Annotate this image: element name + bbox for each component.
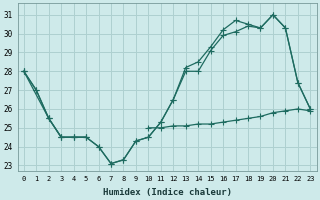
X-axis label: Humidex (Indice chaleur): Humidex (Indice chaleur) <box>102 188 232 197</box>
